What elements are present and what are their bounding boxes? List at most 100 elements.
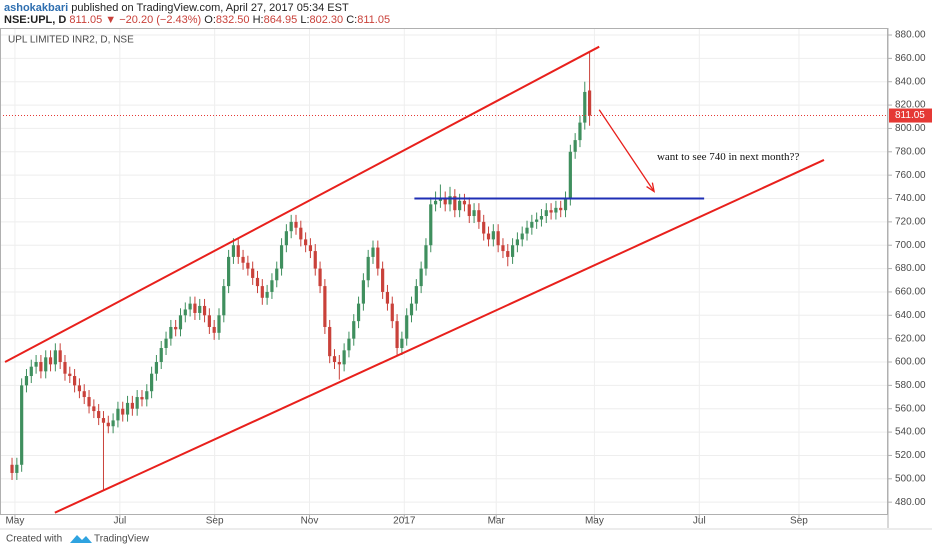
candle-body [198, 305, 202, 313]
candle-body [265, 291, 269, 298]
candle-body [491, 231, 495, 240]
y-tick-label: 580.00 [895, 380, 926, 391]
annotation: want to see 740 in next month?? [657, 151, 799, 163]
candle-body [106, 422, 110, 427]
y-tick-label: 860.00 [895, 53, 926, 64]
candle-body [352, 321, 356, 339]
candle-body [313, 251, 317, 269]
candle-body [539, 216, 544, 220]
candle-body [409, 303, 414, 316]
candle-body [376, 247, 380, 269]
y-tick-label: 640.00 [895, 310, 926, 321]
candle-body [366, 256, 370, 281]
candle-body [371, 247, 375, 257]
candle-body [308, 245, 313, 252]
change: −20.20 (−2.43%) [119, 14, 201, 26]
candle-body [279, 245, 284, 269]
candle-body [217, 315, 221, 333]
x-tick-label: Sep [790, 516, 808, 527]
candle-body [323, 286, 327, 327]
candle-body [284, 231, 288, 246]
candle-body [424, 245, 428, 269]
candle-body [20, 385, 24, 465]
candle-body [438, 198, 442, 201]
x-tick-label: May [5, 516, 24, 527]
candle-body [337, 362, 341, 365]
y-tick-label: 520.00 [895, 450, 926, 461]
candle-body [169, 326, 173, 339]
candle-body [15, 464, 19, 473]
candle-body [448, 196, 452, 205]
candle-body [255, 277, 260, 287]
y-tick-label: 700.00 [895, 240, 926, 251]
candle-body [462, 200, 467, 205]
candle-body [443, 198, 447, 205]
x-tick-label: Mar [488, 516, 506, 527]
candle-body [356, 303, 361, 322]
candle-body [92, 406, 96, 412]
candle-body [82, 391, 86, 398]
open: 832.50 [216, 14, 250, 26]
candle-body [482, 221, 486, 234]
candle-body [130, 402, 134, 409]
y-tick-label: 840.00 [895, 76, 926, 87]
brand-logo [70, 535, 92, 543]
candle-body [587, 90, 592, 116]
candle-body [73, 376, 77, 386]
trend-line [4, 45, 600, 363]
candle-body [121, 408, 125, 415]
y-tick-label: 720.00 [895, 217, 926, 228]
arrow-head [646, 182, 656, 193]
candle-body [419, 268, 423, 287]
open-label: O: [204, 14, 216, 26]
candle-body [544, 210, 548, 217]
last: 811.05 [69, 14, 102, 26]
candle-body [510, 245, 515, 257]
candle-body [554, 207, 558, 213]
candle-body [97, 411, 101, 419]
candle-body [563, 198, 568, 211]
candle-body [535, 219, 539, 222]
footer-brand[interactable]: TradingView [94, 534, 150, 545]
y-tick-label: 600.00 [895, 357, 926, 368]
candle-body [520, 233, 524, 240]
header-line-1: ashokakbari published on TradingView.com… [4, 2, 349, 14]
candle-body [328, 326, 332, 357]
candle-body [111, 420, 115, 427]
candle-body [453, 196, 457, 211]
close: 811.05 [357, 14, 390, 26]
author[interactable]: ashokakbari [4, 2, 68, 14]
candle-body [164, 338, 168, 348]
candle-body [10, 464, 14, 473]
candle-body [39, 362, 43, 372]
header-line-2: NSE:UPL, D 811.05 ▼ −20.20 (−2.43%) O:83… [4, 14, 390, 26]
last-price-label: 811.05 [895, 110, 925, 121]
arrow-line [598, 109, 655, 192]
candle-body [236, 245, 240, 257]
candle-body [275, 268, 279, 281]
y-tick-label: 820.00 [895, 100, 926, 111]
y-tick-label: 780.00 [895, 146, 926, 157]
candle-body [116, 408, 120, 421]
close-label: C: [346, 14, 357, 26]
y-tick-label: 680.00 [895, 263, 926, 274]
down-triangle: ▼ [105, 14, 116, 26]
candle-body [549, 210, 553, 213]
candle-body [477, 210, 481, 222]
candle-body [458, 200, 462, 211]
candle-body [400, 338, 404, 348]
plot: want to see 740 in next month?? [0, 28, 888, 515]
candle-body [212, 326, 216, 333]
candle-body [501, 245, 505, 252]
x-tick-label: May [585, 516, 604, 527]
candle-body [294, 221, 298, 228]
candle-body [101, 418, 106, 423]
candle-body [24, 376, 29, 386]
candle-body [405, 315, 409, 339]
candle-body [150, 373, 154, 392]
candle-body [385, 291, 390, 304]
high-label: H: [253, 14, 264, 26]
chart-title: UPL LIMITED INR2, D, NSE [8, 35, 134, 46]
x-tick-label: Nov [301, 516, 319, 527]
